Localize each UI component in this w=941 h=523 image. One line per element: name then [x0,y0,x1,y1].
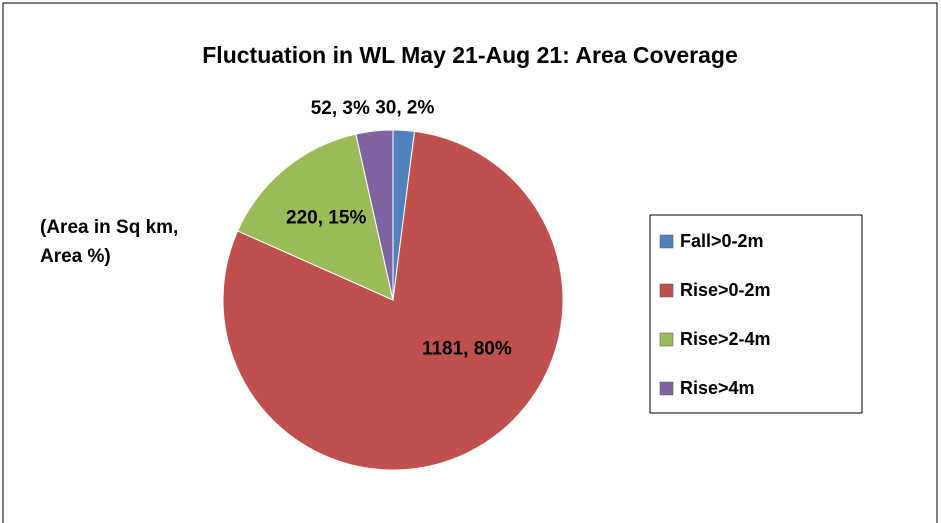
data-label: 30, 2% [375,97,434,118]
legend-swatch [659,381,674,396]
legend-label: Fall>0-2m [680,231,764,251]
legend-label: Rise>2-4m [680,329,771,349]
legend-swatch [659,332,674,347]
legend-swatch [659,283,674,298]
pie-slice [355,129,394,301]
chart-title: Fluctuation in WL May 21-Aug 21: Area Co… [202,42,738,68]
legend-swatch [659,234,674,249]
data-label: 220, 15% [286,207,366,228]
pie-slice [222,130,564,471]
data-label: 52, 3% [311,98,370,119]
legend-label: Rise>4m [680,378,755,398]
data-label: 1181, 80% [422,338,512,359]
pie-slice [237,133,394,301]
legend-label: Rise>0-2m [680,280,771,300]
annotation: Area %) [40,246,111,267]
legend-box [649,214,863,414]
annotation: (Area in Sq km, [40,217,178,238]
